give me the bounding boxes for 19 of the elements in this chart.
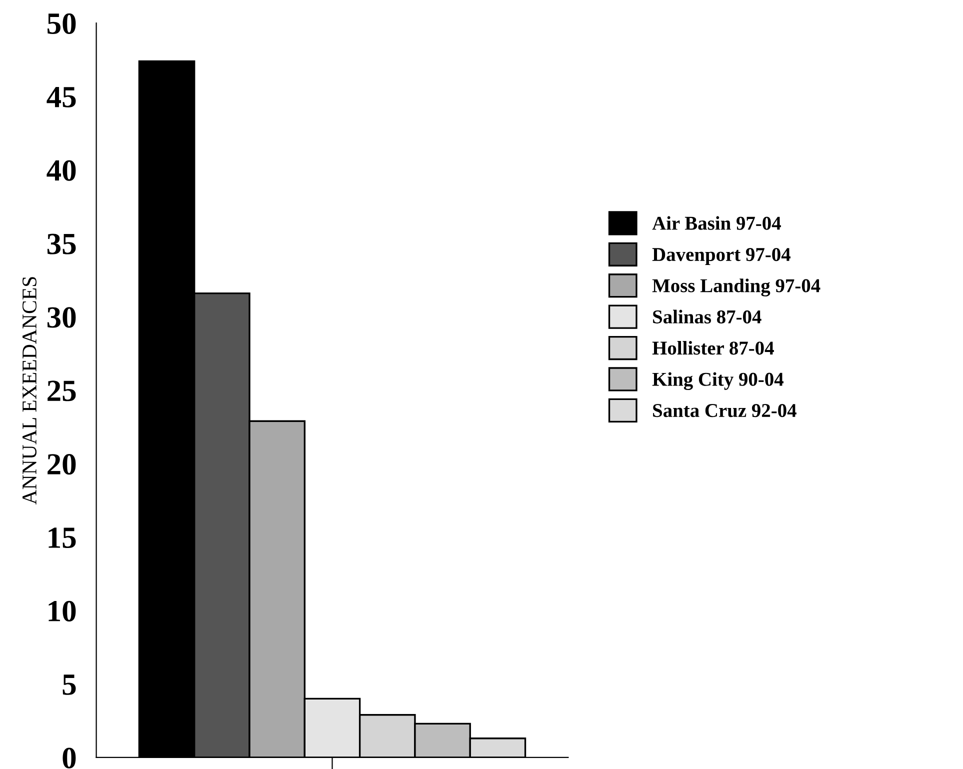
y-tick-label: 10: [48, 600, 76, 622]
y-tick-label: 30: [47, 307, 76, 328]
y-tick-label: 40: [46, 160, 76, 181]
y-tick-label: 20: [48, 454, 76, 475]
legend-label: Davenport 97-04: [652, 248, 790, 266]
legend-label: Santa Cruz 92-04: [653, 404, 796, 418]
y-tick-label: 35: [47, 234, 76, 254]
legend-label: Salinas 87-04: [653, 310, 762, 324]
legend-label: Moss Landing 97-04: [652, 278, 820, 296]
legend-label: Air Basin 97-04: [652, 216, 781, 230]
legend-label: King City 90-04: [652, 372, 784, 390]
y-tick-label: 5: [62, 674, 76, 695]
y-tick-label: 0: [62, 748, 76, 768]
y-tick-label: 50: [48, 13, 76, 34]
legend-label: Hollister 87-04: [652, 341, 774, 355]
y-tick-label: 15: [48, 528, 76, 548]
y-tick-label: 25: [48, 380, 76, 402]
y-axis-title: ANNUAL EXEEDANCES: [22, 277, 37, 505]
y-tick-label: 45: [46, 86, 76, 108]
